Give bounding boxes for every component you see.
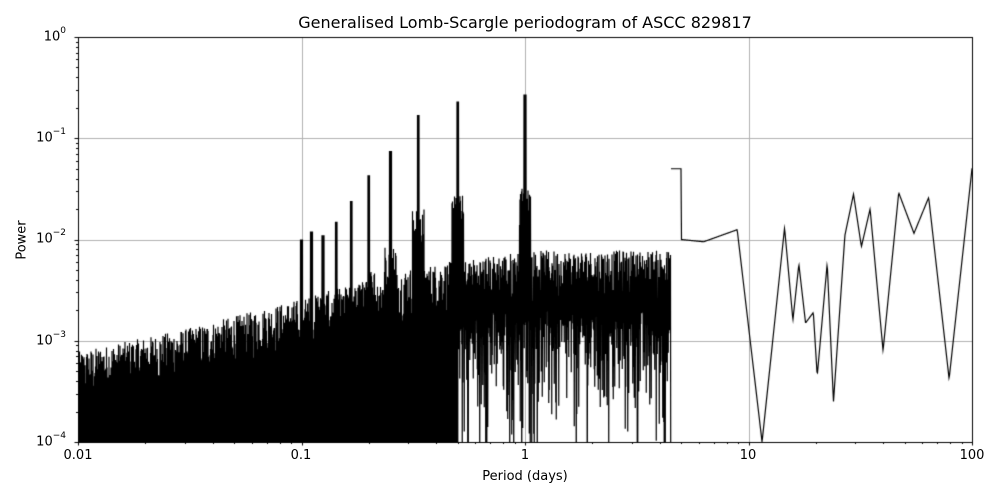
- x-axis-label: Period (days): [482, 469, 568, 484]
- x-tick-label: 100: [959, 448, 985, 463]
- y-tick-label: 10−3: [36, 330, 66, 349]
- y-tick-label: 100: [43, 26, 66, 45]
- x-tick-label: 0.1: [290, 448, 312, 463]
- x-tick-label: 10: [739, 448, 757, 463]
- x-tick-label: 0.01: [63, 448, 93, 463]
- y-axis-label: Power: [14, 220, 30, 260]
- chart-title: Generalised Lomb-Scargle periodogram of …: [298, 13, 752, 32]
- y-tick-label: 10−2: [36, 228, 66, 247]
- y-tick-label: 10−4: [36, 431, 66, 450]
- y-tick-label: 10−1: [36, 127, 66, 146]
- x-tick-label: 1: [520, 448, 530, 463]
